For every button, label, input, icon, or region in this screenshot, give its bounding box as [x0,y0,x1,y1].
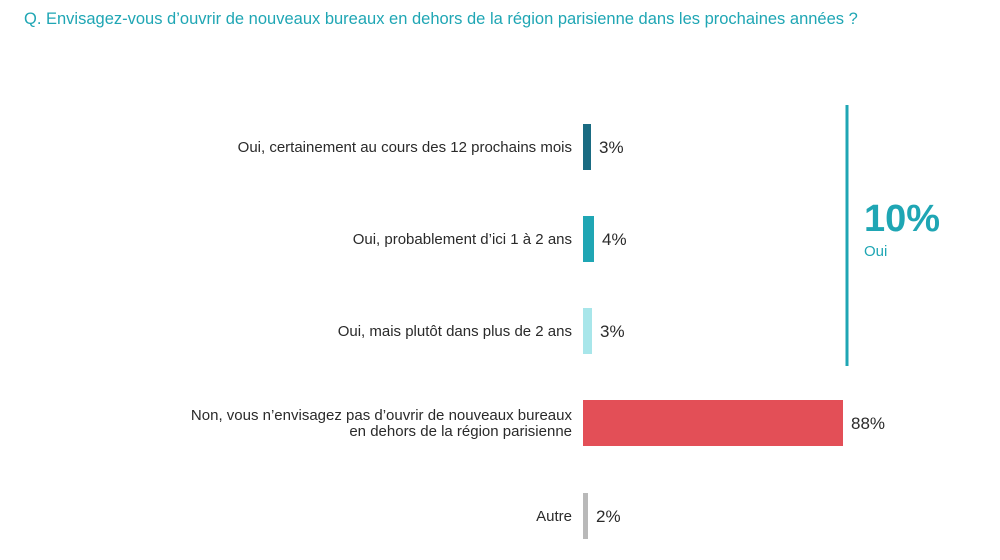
category-label-line: Autre [536,508,572,525]
value-labels-group: 3% 4% 3% 88% 2% [596,138,885,526]
category-label-4: Non, vous n’envisagez pas d’ouvrir de no… [191,407,573,440]
category-label-line: Non, vous n’envisagez pas d’ouvrir de no… [191,407,573,424]
bar-2 [583,216,594,262]
bars-group [583,124,843,539]
value-label-5: 2% [596,507,621,526]
category-label-line: Oui, mais plutôt dans plus de 2 ans [338,323,572,340]
bar-5 [583,493,588,539]
category-label-2: Oui, probablement d’ici 1 à 2 ans [353,231,572,248]
value-label-1: 3% [599,138,624,157]
bar-1 [583,124,591,170]
value-label-3: 3% [600,322,625,341]
summary-value: 10% [864,198,941,240]
summary-label: Oui [864,243,888,260]
category-label-3: Oui, mais plutôt dans plus de 2 ans [338,323,572,340]
category-label-line: Oui, certainement au cours des 12 procha… [238,139,572,156]
value-label-4: 88% [851,414,885,433]
category-label-line: en dehors de la région parisienne [349,423,572,440]
category-label-1: Oui, certainement au cours des 12 procha… [238,139,572,156]
category-labels-group: Oui, certainement au cours des 12 procha… [191,139,573,525]
bar-4 [583,400,843,446]
category-label-line: Oui, probablement d’ici 1 à 2 ans [353,231,572,248]
category-label-5: Autre [536,508,572,525]
question-title: Q. Envisagez-vous d’ouvrir de nouveaux b… [24,10,858,28]
bar-3 [583,308,592,354]
value-label-2: 4% [602,230,627,249]
